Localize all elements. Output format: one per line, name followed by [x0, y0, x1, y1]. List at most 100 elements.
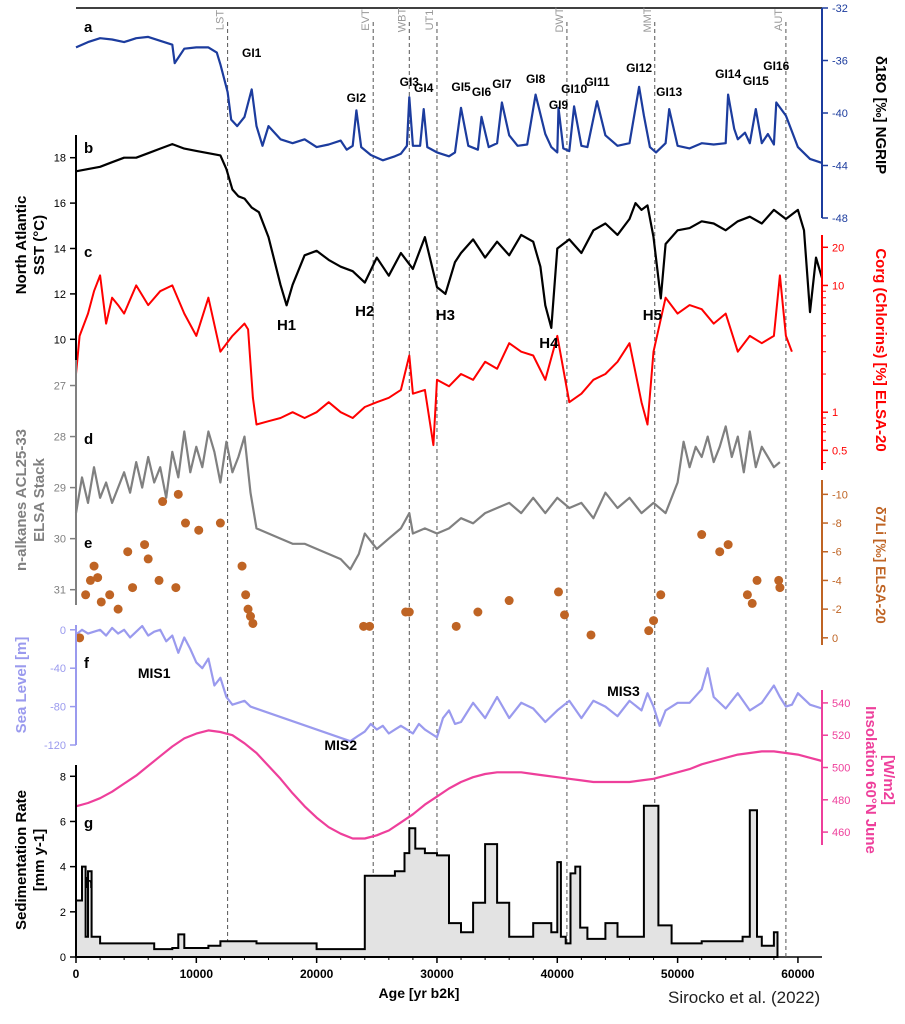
insolation-tick-label: 480 — [832, 795, 850, 807]
interstadial-label: GI8 — [526, 72, 546, 86]
insolation-title-2: [W/m2] — [880, 755, 897, 805]
li-point — [697, 530, 707, 540]
li-tick-label: -10 — [832, 489, 848, 501]
li-point — [243, 604, 253, 614]
li-point — [173, 489, 183, 499]
corg-title: Corg (Chlorins) [%] ELSA-20 — [872, 248, 889, 451]
li-point — [143, 554, 153, 564]
event-label-wbt: WBT — [396, 8, 408, 33]
li-point — [128, 583, 138, 593]
interstadial-label: GI12 — [626, 61, 652, 75]
stage-label: MIS2 — [324, 737, 357, 753]
series-sea-level — [75, 624, 823, 743]
event-label-aut: AUT — [773, 9, 785, 31]
insolation-title-1: Insolation 60°N June — [862, 706, 879, 854]
li-point — [365, 621, 375, 631]
event-label-mmt: MMT — [642, 7, 654, 32]
data-series — [74, 35, 824, 958]
sst-tick-label: 12 — [54, 289, 66, 301]
li-tick-label: -8 — [832, 518, 842, 530]
x-tick-label: 50000 — [661, 967, 695, 981]
corg-tick-label: 0.5 — [832, 445, 847, 457]
li-point — [158, 497, 168, 507]
corg-tick-label: 10 — [832, 280, 844, 292]
li-point — [248, 618, 258, 628]
event-lines — [227, 22, 787, 957]
sed-tick-label: 2 — [60, 907, 66, 919]
li-tick-label: -4 — [832, 575, 842, 587]
li-point — [715, 547, 725, 557]
li-point — [105, 590, 115, 600]
sed-tick-label: 6 — [60, 816, 66, 828]
li-point — [113, 604, 123, 614]
interstadial-label: GI14 — [715, 67, 741, 81]
li-point — [774, 575, 784, 585]
heinrich-label: H4 — [539, 335, 559, 352]
interstadial-label: GI3 — [400, 75, 420, 89]
series-sst — [75, 143, 824, 329]
panel-letter-a: a — [84, 19, 93, 36]
sea-tick-label: -40 — [50, 663, 66, 675]
li-point — [560, 610, 570, 620]
alkanes-title-2: ELSA Stack — [31, 458, 48, 542]
sea-tick-label: 0 — [60, 625, 66, 637]
alkanes-tick-label: 27 — [54, 381, 66, 393]
x-axis-title: Age [yr b2k] — [379, 985, 460, 1001]
li-point — [473, 607, 483, 617]
x-tick-label: 40000 — [541, 967, 575, 981]
x-tick-label: 30000 — [420, 967, 454, 981]
interstadial-label: GI6 — [472, 85, 492, 99]
sea-tick-label: -80 — [50, 702, 66, 714]
sed-tick-label: 0 — [60, 952, 66, 964]
li-point — [93, 573, 103, 583]
interstadial-label: GI4 — [414, 81, 434, 95]
x-tick-label: 20000 — [300, 967, 334, 981]
li-point — [775, 583, 785, 593]
interstadial-label: GI9 — [549, 98, 569, 112]
sst-tick-label: 10 — [54, 334, 66, 346]
sst-tick-label: 18 — [54, 153, 66, 165]
alkanes-tick-label: 31 — [54, 585, 66, 597]
li-point — [81, 590, 91, 600]
li-tick-label: 0 — [832, 633, 838, 645]
series-insolation-60N-june — [75, 729, 823, 840]
interstadial-label: GI11 — [584, 75, 610, 89]
sst-tick-label: 14 — [54, 244, 66, 256]
li-point — [644, 626, 654, 636]
sst-title-1: North Atlantic — [13, 196, 30, 295]
series-sedimentation-rate — [75, 804, 779, 958]
insolation-tick-label: 520 — [832, 730, 850, 742]
insolation-tick-label: 540 — [832, 698, 850, 710]
stage-label: MIS3 — [607, 683, 640, 699]
li-point — [649, 616, 659, 626]
heinrich-label: H3 — [436, 307, 455, 324]
sea-tick-label: -120 — [44, 740, 66, 752]
sed-title-2: [mm y-1] — [31, 829, 48, 892]
alkanes-tick-label: 30 — [54, 534, 66, 546]
li-point — [747, 598, 757, 608]
panel-letter-c: c — [84, 244, 92, 261]
li-point — [154, 575, 164, 585]
event-label-ut1: UT1 — [424, 10, 436, 31]
series-corg-chlorins — [75, 274, 793, 447]
sed-tick-label: 4 — [60, 862, 66, 874]
li-point — [723, 540, 733, 550]
insolation-tick-label: 460 — [832, 827, 850, 839]
series-ngrip-d18O — [75, 35, 823, 164]
panel-letter-b: b — [84, 140, 93, 157]
interstadial-label: GI10 — [561, 82, 587, 96]
ngrip-tick-label: -40 — [832, 108, 848, 120]
sed-title-1: Sedimentation Rate — [13, 790, 30, 930]
ngrip-tick-label: -32 — [832, 3, 848, 15]
annotations: LST EVT WBT UT1 DWT MMT AUT North Atlantic SST (… — [13, 7, 897, 930]
li-point — [89, 561, 99, 571]
interstadial-label: GI7 — [492, 77, 512, 91]
alkanes-title-1: n-alkanes ACL25-33 — [13, 429, 30, 571]
alkanes-tick-label: 29 — [54, 483, 66, 495]
panel-letter-h: h — [84, 875, 93, 892]
event-label-lst: LST — [215, 10, 227, 30]
li-point — [237, 561, 247, 571]
panel-letter-g: g — [84, 815, 93, 832]
